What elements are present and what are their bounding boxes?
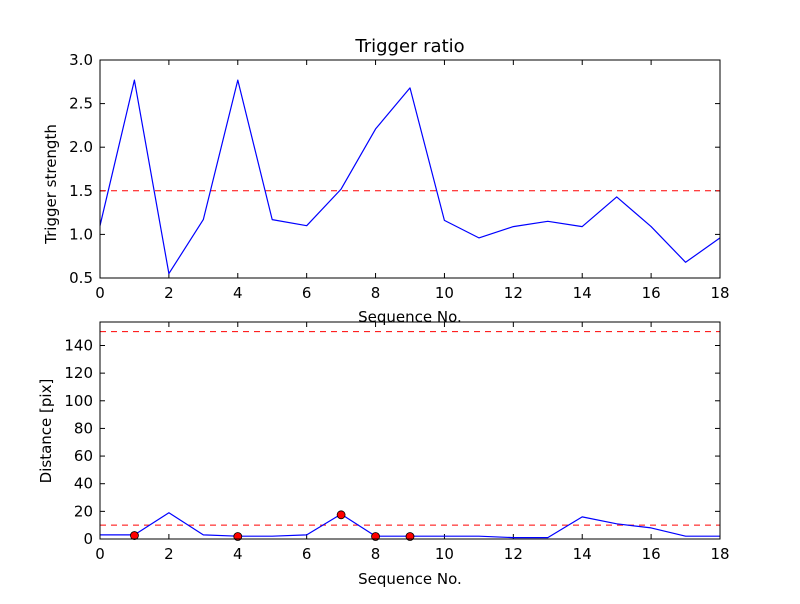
y-tick-label: 0.5	[69, 269, 93, 287]
y-tick-label: 100	[64, 392, 93, 410]
tick-marks: 0 2 4 6 8 10 12 14 16 18 0 20 40 60 80 100 120 140	[64, 322, 730, 563]
x-tick-label: 4	[233, 284, 243, 302]
x-tick-label: 0	[95, 284, 105, 302]
x-tick-label: 10	[435, 284, 454, 302]
y-tick-label: 120	[64, 364, 93, 382]
y-axis-label: Distance [pix]	[37, 379, 55, 484]
x-axis-label: Sequence No.	[358, 570, 462, 588]
axes-frame	[99, 59, 721, 279]
y-tick-label: 140	[64, 336, 93, 354]
x-tick-label: 10	[435, 545, 454, 563]
y-axis-label: Trigger strength	[42, 124, 60, 245]
y-tick-label: 2.0	[69, 138, 93, 156]
x-tick-label: 2	[164, 545, 174, 563]
x-tick-label: 12	[504, 545, 523, 563]
trigger-ratio-chart: Trigger ratio Sequence No. Trigger stren…	[42, 36, 730, 326]
y-tick-label: 1.5	[69, 182, 93, 200]
y-tick-label: 40	[74, 475, 93, 493]
x-tick-label: 6	[302, 284, 312, 302]
x-axis-label: Sequence No.	[358, 308, 462, 326]
axes-frame	[99, 321, 721, 540]
x-tick-label: 4	[233, 545, 243, 563]
series-line	[99, 79, 721, 275]
x-tick-label: 0	[95, 545, 105, 563]
data-point-marker	[336, 510, 346, 520]
x-tick-label: 14	[573, 545, 592, 563]
y-tick-label: 1.0	[69, 225, 93, 243]
y-tick-label: 80	[74, 419, 93, 437]
x-tick-label: 8	[371, 284, 381, 302]
x-tick-label: 14	[573, 284, 592, 302]
tick-marks: 0 2 4 6 8 10 12 14 16 18 0.5 1.0 1.5 2.0 2.5 3.0	[69, 51, 729, 302]
y-tick-label: 20	[74, 502, 93, 520]
x-tick-label: 16	[642, 545, 661, 563]
x-tick-label: 18	[710, 284, 729, 302]
x-tick-label: 6	[302, 545, 312, 563]
x-tick-label: 18	[710, 545, 729, 563]
y-tick-label: 2.5	[69, 95, 93, 113]
x-tick-label: 8	[371, 545, 381, 563]
plot-area	[99, 79, 721, 275]
y-tick-label: 3.0	[69, 51, 93, 69]
distance-chart: Sequence No. Distance [pix] 0 2 4 6 8 10 12 14 1…	[37, 321, 730, 588]
data-point-marker	[130, 531, 139, 540]
x-tick-label: 2	[164, 284, 174, 302]
y-tick-label: 60	[74, 447, 93, 465]
y-tick-label: 0	[83, 530, 93, 548]
chart-title: Trigger ratio	[354, 36, 464, 57]
x-tick-label: 12	[504, 284, 523, 302]
x-tick-label: 16	[642, 284, 661, 302]
